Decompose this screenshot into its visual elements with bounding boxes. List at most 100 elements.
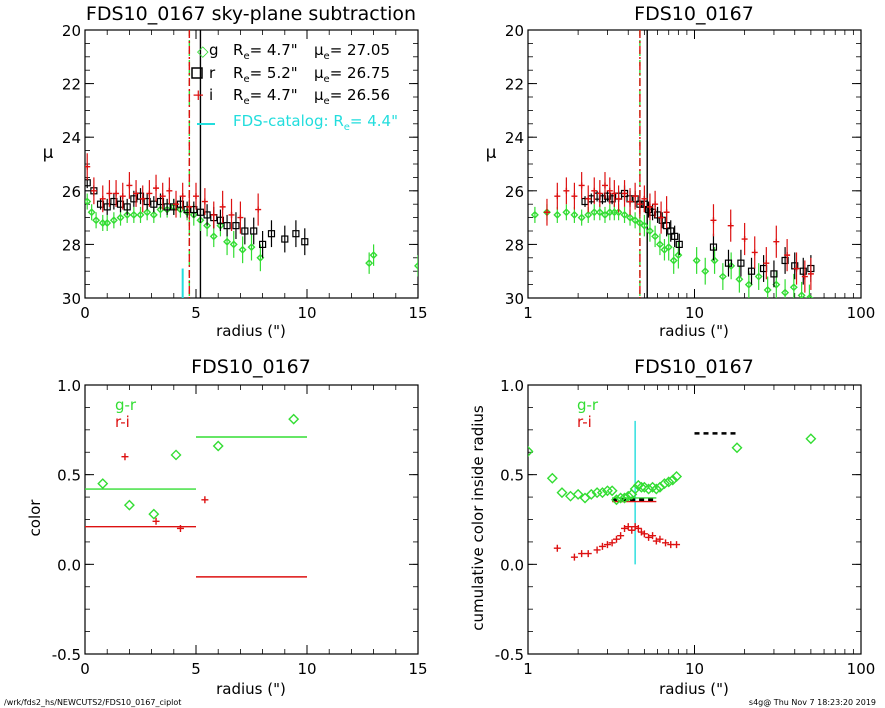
data-point xyxy=(121,453,129,461)
data-point xyxy=(250,227,258,235)
data-point xyxy=(530,210,539,219)
data-point xyxy=(770,270,778,278)
data-point xyxy=(414,261,418,270)
chart-title: FDS10_0167 xyxy=(634,356,754,378)
data-point xyxy=(658,214,665,221)
y-tick-label: 20 xyxy=(62,22,81,40)
data-point xyxy=(85,197,92,206)
data-point xyxy=(281,235,289,243)
data-point xyxy=(85,163,91,170)
data-point xyxy=(219,203,226,210)
data-point xyxy=(585,488,597,500)
y-tick-label: 22 xyxy=(62,76,81,94)
data-point xyxy=(741,236,748,243)
data-point xyxy=(562,208,571,217)
data-point xyxy=(97,478,109,490)
data-point xyxy=(203,221,212,230)
data-point xyxy=(641,195,648,202)
data-point xyxy=(614,208,623,217)
data-point xyxy=(139,195,146,202)
x-tick-label: 5 xyxy=(191,304,201,322)
data-point xyxy=(259,240,267,248)
footer-path: /wrk/fds2_hs/NEWCUTS2/FDS10_0167_ciplot xyxy=(4,698,181,707)
panel-sky-plane: FDS10_0167 sky-plane subtraction radius … xyxy=(43,3,428,340)
data-point xyxy=(621,190,628,197)
data-point xyxy=(652,537,660,545)
legend: ◇ g Re= 4.7" μe= 27.05 r Re= 5.2" μe= 26… xyxy=(191,41,398,133)
data-point xyxy=(735,275,744,284)
data-point xyxy=(223,222,231,230)
data-point xyxy=(799,267,807,275)
y-tick-label: 28 xyxy=(62,236,81,254)
panel-color: FDS10_0167 radius (") color 0 5 10 15 -0.5 0.… xyxy=(26,356,428,698)
data-point xyxy=(572,488,584,500)
data-point xyxy=(724,259,733,267)
data-point xyxy=(209,232,218,241)
data-point xyxy=(671,232,679,240)
data-point xyxy=(189,210,198,219)
data-point xyxy=(656,535,664,543)
data-point xyxy=(543,209,550,216)
chart-title: FDS10_0167 sky-plane subtraction xyxy=(86,3,416,25)
data-point xyxy=(805,433,817,445)
data-point xyxy=(603,541,611,549)
data-point xyxy=(570,210,579,219)
data-point xyxy=(636,201,643,208)
data-point xyxy=(113,190,120,197)
x-tick-label: 10 xyxy=(685,660,704,678)
data-point xyxy=(671,470,683,482)
data-point xyxy=(632,193,639,200)
data-point xyxy=(152,517,160,525)
legend-r-mu: μe= 26.75 xyxy=(314,64,390,85)
data-point xyxy=(593,546,601,554)
x-tick-label: 15 xyxy=(408,304,427,322)
data-point xyxy=(674,251,683,260)
y-tick-label: 26 xyxy=(505,183,524,201)
plot-area xyxy=(85,30,418,298)
x-tick-label: 10 xyxy=(685,304,704,322)
legend-r-i: r-i xyxy=(115,413,130,431)
y-tick-label: 0.5 xyxy=(57,467,81,485)
data-point xyxy=(675,240,683,248)
data-point xyxy=(608,539,616,547)
y-axis-label: μ xyxy=(486,143,497,163)
legend-r-i: r-i xyxy=(577,413,592,431)
data-point xyxy=(553,544,561,552)
data-point xyxy=(585,195,592,202)
data-point xyxy=(365,259,374,268)
data-point xyxy=(652,201,659,208)
data-point xyxy=(176,524,184,532)
data-point xyxy=(193,193,199,200)
data-point xyxy=(709,243,718,251)
legend-catalog: FDS-catalog: Re= 4.4" xyxy=(233,112,398,133)
data-point xyxy=(223,237,232,246)
data-point xyxy=(301,238,309,246)
data-point xyxy=(669,256,678,265)
data-point xyxy=(228,211,235,218)
data-point xyxy=(210,211,217,218)
data-point xyxy=(598,542,606,550)
data-point xyxy=(807,270,814,277)
data-point xyxy=(106,190,113,197)
y-tick-label: 22 xyxy=(505,76,524,94)
data-point xyxy=(554,193,561,200)
x-tick-label: 10 xyxy=(297,660,316,678)
data-point xyxy=(643,483,655,495)
data-point xyxy=(606,485,618,497)
x-tick-label: 0 xyxy=(80,304,90,322)
data-point xyxy=(621,524,629,532)
x-axis-label: radius (") xyxy=(216,322,286,340)
data-point xyxy=(751,249,758,256)
legend-i-band: i xyxy=(209,86,213,104)
data-point xyxy=(237,214,244,221)
data-point xyxy=(701,267,710,276)
data-point xyxy=(571,193,578,200)
data-point xyxy=(626,213,635,222)
data-point xyxy=(649,532,657,540)
data-point xyxy=(591,187,598,194)
data-point xyxy=(163,203,171,211)
data-point xyxy=(196,216,205,225)
data-point xyxy=(595,208,604,217)
y-tick-label: 24 xyxy=(505,129,524,147)
data-point xyxy=(662,539,670,547)
